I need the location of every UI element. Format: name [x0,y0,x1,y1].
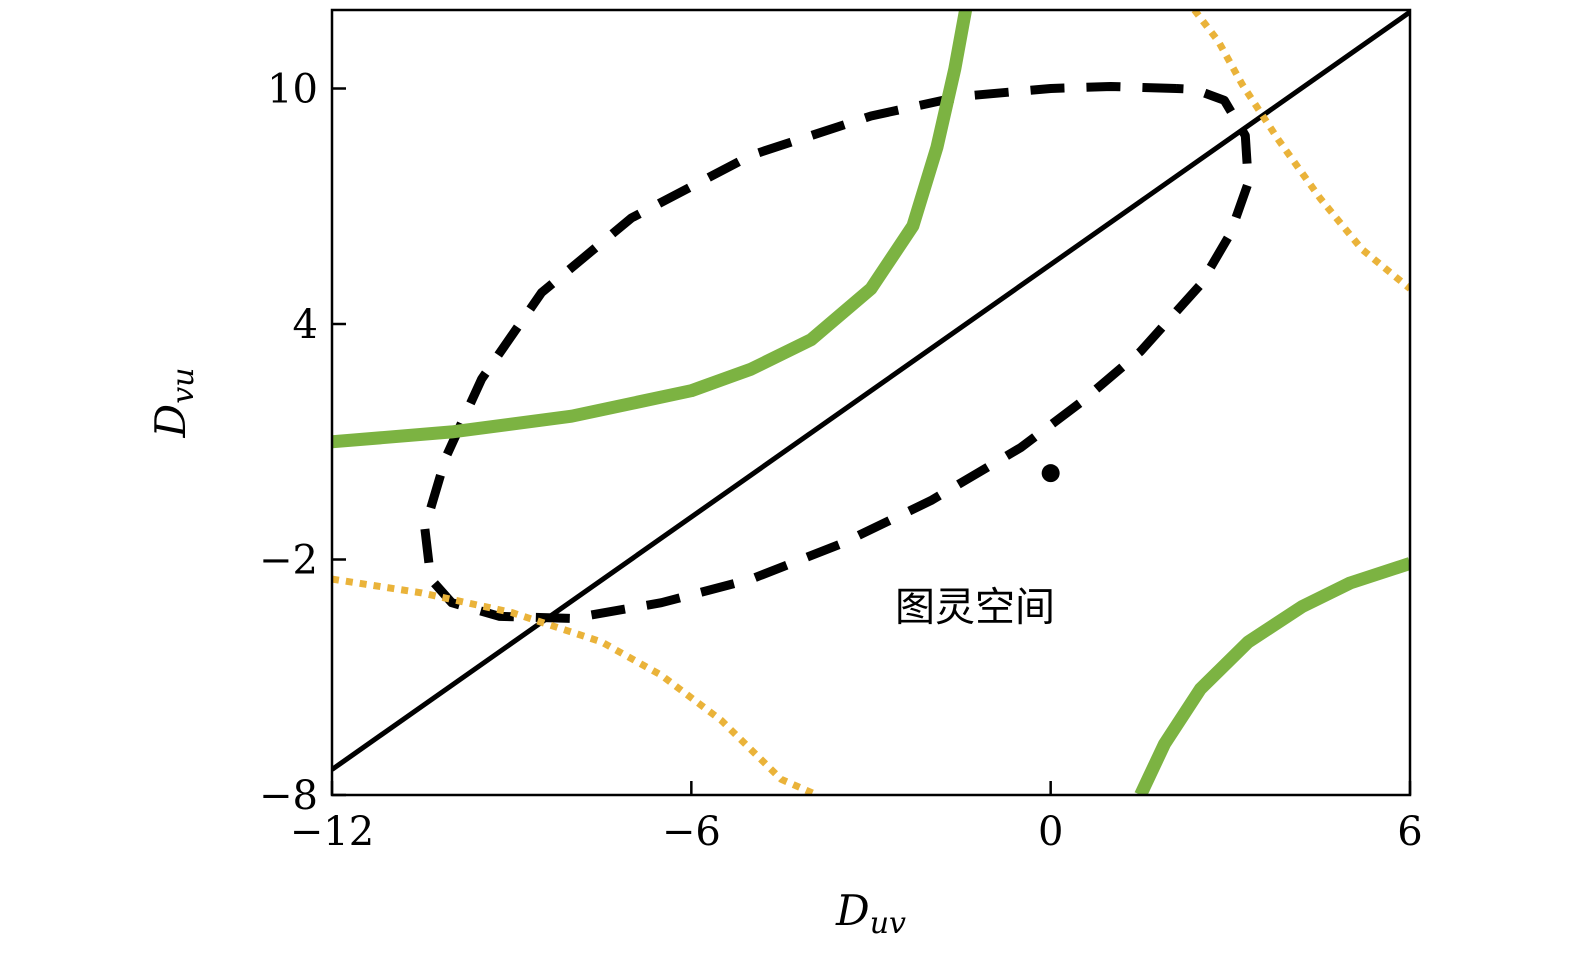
x-axis-label-main: D [835,886,870,935]
tick-layer: −12 −6 0 6 −8 −2 4 10 [259,67,1423,856]
y-axis-label: Dvu [146,368,201,439]
data-point-marker [1041,464,1060,483]
series-thick-green-3 [1134,557,1410,795]
y-axis-label-sub: vu [166,368,201,404]
y-tick-label: −2 [259,538,318,584]
plot-frame [330,8,1412,797]
y-tick-label: 10 [267,67,318,113]
y-axis-label-main: D [146,404,195,439]
series-dotted-orange-4 [332,575,819,795]
marker-layer [1041,464,1060,483]
series-dotted-orange-5 [1191,10,1410,292]
x-tick-label: 0 [1038,809,1063,855]
series-dashed-1 [420,82,1253,623]
series-thick-green-2 [332,10,972,449]
x-tick-label: 6 [1397,809,1422,855]
series-straight-solid-0 [332,10,1410,772]
series-layer [332,10,1410,795]
y-tick-label: −8 [259,773,318,819]
x-tick-label: −6 [662,809,721,855]
x-axis-label: Duv [835,886,906,941]
x-axis-label-sub: uv [870,906,906,941]
y-tick-label: 4 [293,302,318,348]
annotation-text: 图灵空间 [895,585,1055,631]
x-tick-label: −12 [290,809,374,855]
